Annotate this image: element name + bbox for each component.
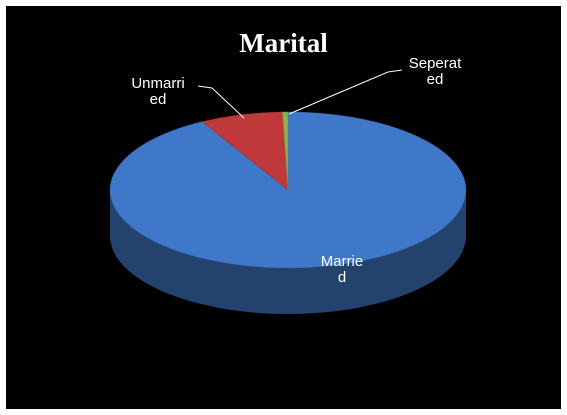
chart-title: Marital: [239, 28, 328, 58]
slice-label: Seperated: [408, 55, 462, 88]
pie: [109, 111, 467, 314]
slice: [282, 111, 289, 191]
slice-side: [110, 190, 466, 314]
leader-line: [197, 85, 245, 119]
slice-label: Married: [320, 253, 364, 286]
leader-line: [288, 69, 403, 115]
slice-label: Unmarried: [131, 75, 185, 108]
slice: [109, 111, 467, 269]
